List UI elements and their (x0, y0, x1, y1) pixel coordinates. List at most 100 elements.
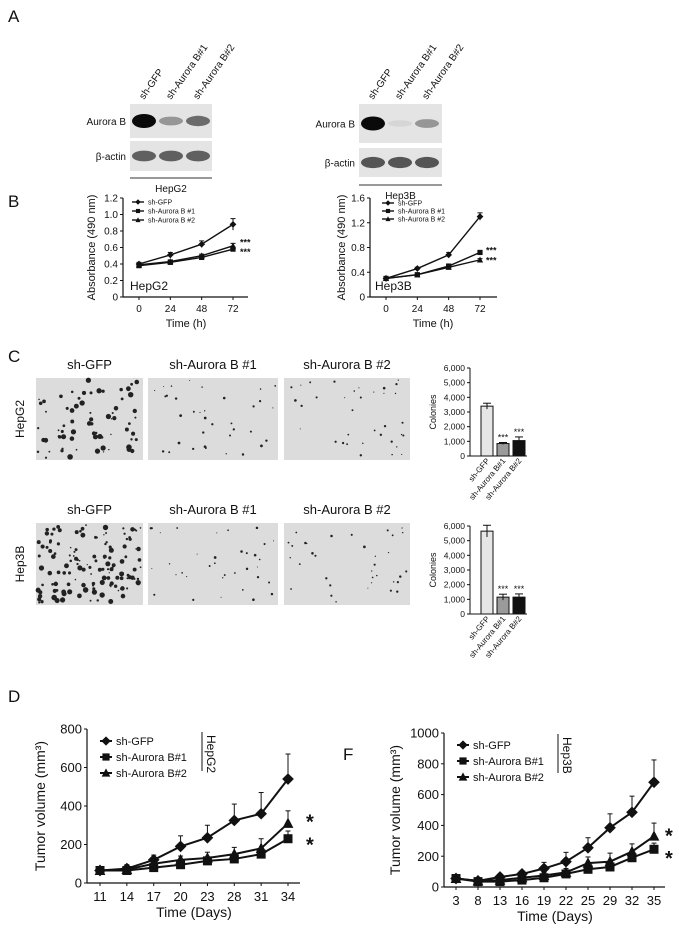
colony-dot (370, 582, 373, 584)
significance-marker: *** (498, 584, 509, 594)
colony-dot (290, 588, 292, 590)
bar (480, 405, 494, 457)
colony-dot (362, 442, 364, 445)
diamond-marker (255, 807, 267, 820)
triangle-marker (229, 242, 237, 249)
colony-dot (139, 566, 142, 569)
triangle-marker (94, 864, 106, 875)
triangle-marker (516, 871, 528, 883)
protein-band (132, 150, 156, 162)
triangle-marker (148, 857, 160, 869)
colony-dot (130, 448, 135, 454)
x-tick-label: 48 (443, 304, 455, 315)
colony-dot (56, 570, 61, 575)
colony-dot (38, 398, 40, 401)
colony-dot (108, 448, 110, 451)
triangle-marker (385, 216, 391, 222)
colony-dot (110, 418, 113, 420)
colony-dot (252, 598, 255, 602)
colony-dot (295, 531, 298, 534)
colony-dot (120, 397, 124, 401)
significance-marker: *** (498, 433, 509, 443)
colony-dot (38, 590, 43, 595)
colony-dot (51, 583, 54, 586)
colony-dot (57, 429, 60, 432)
colony-dot (374, 555, 377, 557)
colony-dot (55, 589, 59, 592)
diamond-marker (101, 736, 111, 746)
square-marker (230, 246, 236, 252)
y-tick-label: 200 (60, 837, 82, 852)
colony-dot (256, 566, 258, 568)
triangle-marker (382, 275, 390, 282)
colony-dot (379, 433, 383, 436)
blot-row-label: Aurora B (316, 120, 356, 131)
colony-dot (40, 600, 44, 604)
colony-dot (91, 589, 98, 595)
legend-label: sh-Aurora B #2 (148, 217, 195, 224)
square-marker (229, 854, 239, 864)
colony-dot (130, 438, 133, 441)
series-line (455, 835, 655, 882)
colony-dot (54, 598, 60, 604)
triangle-marker (450, 872, 462, 884)
colony-dot (48, 540, 52, 544)
colony-dot (88, 565, 92, 569)
y-axis-label: Tumor volume (mm³) (387, 745, 403, 875)
y-tick-label: 6,000 (444, 363, 466, 373)
protein-band (388, 156, 412, 169)
colony-dot (78, 559, 81, 562)
protein-band (415, 156, 439, 169)
diamond-marker (538, 862, 550, 875)
square-marker (256, 849, 266, 859)
colony-dot (346, 443, 348, 446)
series-triangle (135, 242, 237, 268)
colony-dot (170, 385, 173, 387)
colony-dot (220, 596, 222, 598)
x-tick-label: 25 (581, 893, 595, 908)
colony-dot (62, 424, 66, 428)
colony-dot (53, 581, 59, 587)
x-tick-label: 28 (227, 889, 241, 904)
protein-band (361, 116, 385, 131)
colony-dot (89, 411, 92, 414)
colony-dot (81, 567, 86, 572)
colony-dot (61, 434, 67, 440)
colony-dot (108, 547, 114, 553)
colony-dot (43, 437, 49, 443)
colony-dot (344, 397, 346, 399)
colony-dot (105, 561, 111, 567)
colony-plate-image (36, 377, 143, 460)
colony-dot (168, 451, 171, 454)
triangle-marker (167, 258, 174, 265)
colony-dot (101, 575, 107, 581)
bar-chart-2: 01,0002,0003,0004,0005,0006,000Coloniess… (428, 363, 527, 502)
y-tick-label: 0 (75, 876, 82, 891)
colony-dot (90, 422, 94, 426)
colony-dot (60, 449, 64, 453)
colony-dot (396, 446, 398, 448)
colony-dot (82, 587, 89, 593)
x-tick-label: 0 (383, 304, 389, 315)
colony-dot (97, 433, 103, 440)
colony-dot (401, 421, 404, 424)
colony-plate-image (148, 378, 278, 460)
y-tick-label: 3,000 (444, 565, 466, 575)
x-tick-label: 13 (493, 893, 507, 908)
colony-dot (112, 416, 117, 421)
colony-dot (268, 581, 271, 584)
colony-dot (134, 379, 140, 385)
colony-dot (394, 392, 397, 395)
colony-dot (68, 554, 71, 557)
colony-dot (359, 396, 362, 399)
colony-dot (401, 453, 403, 456)
colony-dot (168, 563, 171, 565)
protein-band (186, 115, 210, 127)
colony-dot (123, 532, 126, 535)
x-tick-label: 8 (474, 893, 481, 908)
x-tick-label: 14 (120, 889, 134, 904)
colony-dot (136, 546, 141, 552)
colony-dot (204, 447, 207, 450)
colony-dot (102, 554, 107, 559)
